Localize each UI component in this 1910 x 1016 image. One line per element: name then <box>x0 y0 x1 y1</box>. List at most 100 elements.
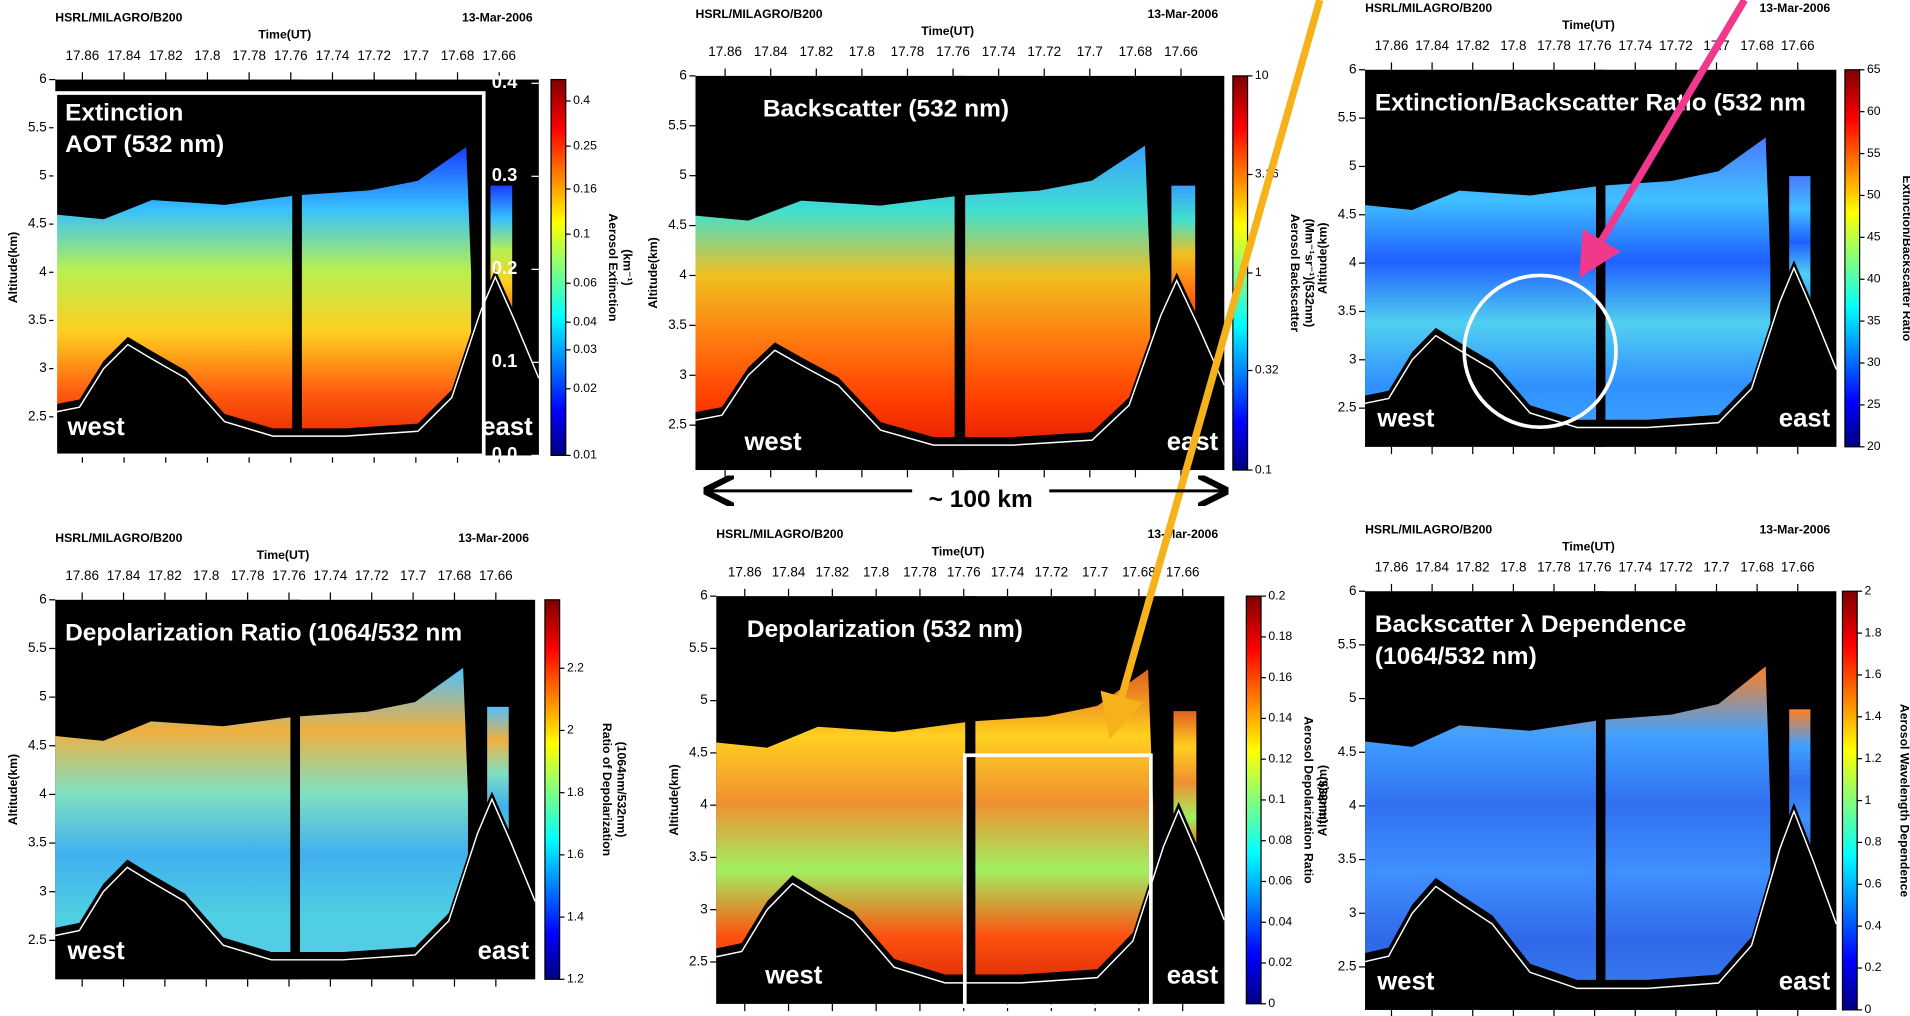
x-tick-label: 17.82 <box>149 48 183 63</box>
x-tick-label: 17.66 <box>479 568 513 583</box>
terrain-line <box>55 275 540 437</box>
ground <box>1365 802 1837 1010</box>
y-tick-label: 3.5 <box>668 317 687 332</box>
date-label: 13-Mar-2006 <box>1759 1 1830 15</box>
x-tick-label: 17.76 <box>1578 560 1612 575</box>
panel: HSRL/MILAGRO/B200 13-Mar-2006 Time(UT) 17.8… <box>6 531 629 987</box>
y-tick-label: 3.5 <box>1338 303 1357 318</box>
panel: HSRL/MILAGRO/B200 13-Mar-2006 Time(UT) 17.8… <box>6 11 635 465</box>
y-tick-label: 3.5 <box>28 835 47 850</box>
colorbar-tick-label: 35 <box>1867 313 1881 327</box>
y-axis-label: Altitude(km) <box>1316 765 1330 836</box>
x-tick-label: 17.68 <box>1122 564 1156 579</box>
direction-label: west <box>764 962 823 990</box>
colorbar-tick-label: 1.8 <box>1865 625 1882 639</box>
colorbar-tick-label: 2 <box>567 723 574 737</box>
direction-label: west <box>743 428 802 456</box>
data-gap <box>965 596 976 1004</box>
colorbar-tick-label: 0.04 <box>573 314 597 328</box>
y-tick-label: 2.5 <box>1338 400 1357 415</box>
direction-label: west <box>1376 968 1435 996</box>
colorbar-tick-label: 0.25 <box>573 138 597 152</box>
colorbar-tick-label: 0.8 <box>1865 835 1882 849</box>
x-tick-label: 17.72 <box>357 48 391 63</box>
y-tick-label: 4 <box>39 786 47 801</box>
x-tick-label: 17.74 <box>314 568 348 583</box>
x-tick-label: 17.74 <box>982 44 1016 59</box>
x-axis-label: Time(UT) <box>921 24 974 38</box>
panel: HSRL/MILAGRO/B200 13-Mar-2006 Time(UT) 17.8… <box>1316 522 1910 1016</box>
x-tick-label: 17.78 <box>903 564 937 579</box>
date-label: 13-Mar-2006 <box>458 531 529 545</box>
x-tick-label: 17.66 <box>1166 564 1200 579</box>
colorbar-tick-label: 1 <box>1255 265 1262 279</box>
colorbar-tick-label: 0.18 <box>1268 629 1292 643</box>
x-tick-label: 17.84 <box>107 48 141 63</box>
colorbar-tick-label: 1.8 <box>567 785 584 799</box>
colorbar-tick-label: 0 <box>1865 1002 1872 1016</box>
colorbar-label: (532nm) <box>1316 776 1330 823</box>
colorbar-tick-label: 0.02 <box>1268 955 1292 969</box>
x-tick-label: 17.84 <box>1415 560 1449 575</box>
y-tick-label: 3 <box>39 360 46 375</box>
direction-label: west <box>67 937 126 965</box>
y-tick-label: 6 <box>700 588 707 603</box>
y-tick-label: 4.5 <box>1338 744 1357 759</box>
x-axis-label: Time(UT) <box>258 28 311 42</box>
ground <box>55 269 539 456</box>
x-tick-label: 17.86 <box>1375 38 1409 53</box>
direction-label: west <box>67 413 126 441</box>
colorbar-tick-label: 0.02 <box>573 381 597 395</box>
y-axis-label: Altitude(km) <box>6 232 20 303</box>
arrow <box>1100 0 1324 740</box>
x-tick-label: 17.78 <box>231 568 265 583</box>
x-tick-label: 17.86 <box>66 48 100 63</box>
y-tick-label: 3 <box>1349 905 1356 920</box>
x-tick-label: 17.84 <box>754 44 788 59</box>
colorbar-tick-label: 2 <box>1865 583 1872 597</box>
x-tick-label: 17.74 <box>316 48 350 63</box>
x-tick-label: 17.78 <box>232 48 266 63</box>
x-tick-label: 17.7 <box>1082 564 1108 579</box>
x-tick-label: 17.68 <box>1740 38 1774 53</box>
x-tick-label: 17.84 <box>1415 38 1449 53</box>
x-tick-label: 17.7 <box>1703 560 1729 575</box>
y-tick-label: 6 <box>679 67 686 82</box>
direction-label: east <box>481 413 533 441</box>
colorbar-tick-label: 0.4 <box>1865 918 1882 932</box>
colorbar-tick-label: 0.32 <box>1255 363 1279 377</box>
x-tick-label: 17.82 <box>816 564 850 579</box>
panel-title: Depolarization (532 nm) <box>747 616 1023 643</box>
panel-title: Extinction/Backscatter Ratio (532 nm <box>1375 90 1806 117</box>
y-tick-label: 4 <box>39 264 47 279</box>
terrain-line <box>716 808 1225 984</box>
x-tick-label: 17.78 <box>891 44 925 59</box>
x-tick-label: 17.8 <box>1500 38 1526 53</box>
x-tick-label: 17.74 <box>1618 560 1652 575</box>
y-tick-label: 4.5 <box>1338 206 1357 221</box>
direction-label: east <box>1779 405 1831 433</box>
x-tick-label: 17.68 <box>438 568 472 583</box>
highlight-box <box>962 753 1153 1009</box>
colorbar-tick-label: 0.04 <box>1268 914 1292 928</box>
direction-label: east <box>1167 962 1219 990</box>
colorbar <box>1844 69 1861 448</box>
y-tick-label: 6 <box>39 591 46 606</box>
colorbar-tick-label: 0.01 <box>573 448 597 462</box>
date-label: 13-Mar-2006 <box>462 11 533 25</box>
y-tick-label: 5.5 <box>28 119 47 134</box>
x-tick-label: 17.86 <box>1375 560 1409 575</box>
colorbar-label: (Mm⁻¹sr⁻¹)(532nm) <box>1303 219 1317 328</box>
colorbar-tick-label: 10 <box>1255 68 1269 82</box>
colorbar-tick-label: 50 <box>1867 188 1881 202</box>
colorbar-tick-label: 25 <box>1867 397 1881 411</box>
panel-title: (1064/532 nm) <box>1375 643 1537 670</box>
colorbar-label: Ratio of Depolarization <box>600 723 614 856</box>
x-tick-label: 17.68 <box>1740 560 1774 575</box>
y-tick-label: 4 <box>679 267 687 282</box>
x-tick-label: 17.68 <box>441 48 475 63</box>
y-tick-label: 2.5 <box>28 932 47 947</box>
colorbar-tick-label: 1.2 <box>1865 751 1882 765</box>
y-tick-label: 2.5 <box>689 954 708 969</box>
colorbar <box>1841 590 1858 1011</box>
